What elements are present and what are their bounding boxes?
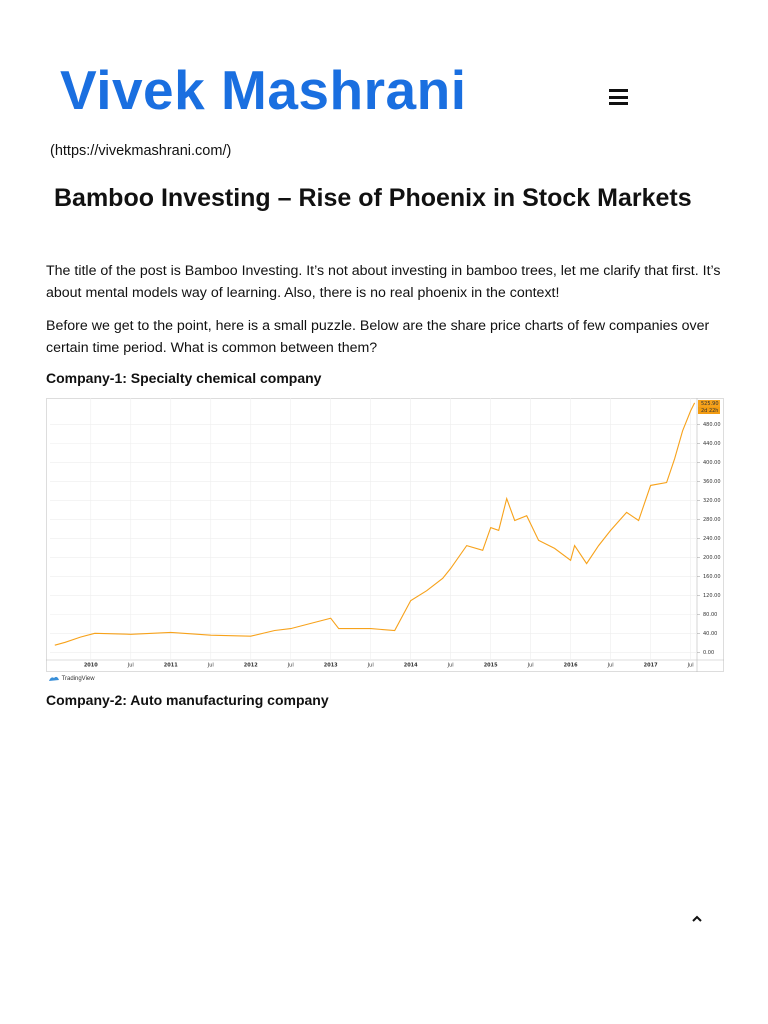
y-tick-label: 80.00	[703, 612, 717, 618]
y-tick-label: 0.00	[703, 650, 714, 656]
y-tick-label: 400.00	[703, 460, 721, 466]
section-label: Company-2:	[46, 692, 127, 708]
x-tick-label: 2014	[404, 663, 418, 669]
source-name: TradingView	[61, 676, 95, 683]
y-tick-label: 200.00	[703, 555, 721, 561]
section-heading: Company-1: Specialty chemical company	[46, 370, 321, 386]
x-tick-label: Jul	[367, 663, 374, 669]
x-tick-label: 2013	[324, 663, 338, 669]
x-tick-label: Jul	[607, 663, 614, 669]
x-tick-label: Jul	[687, 663, 694, 669]
x-tick-label: Jul	[287, 663, 294, 669]
x-tick-label: 2012	[244, 663, 258, 669]
y-tick-label: 40.00	[703, 631, 717, 637]
price-line	[54, 402, 696, 646]
paragraph: The title of the post is Bamboo Investin…	[46, 263, 721, 301]
y-tick-label: 360.00	[703, 479, 721, 485]
y-tick-label: 240.00	[703, 536, 721, 542]
y-tick-label: 280.00	[703, 517, 721, 523]
section-heading: Company-2: Auto manufacturing company	[46, 692, 329, 708]
price-tag	[698, 407, 720, 414]
x-tick-label: 2015	[484, 663, 498, 669]
section-description: Auto manufacturing company	[130, 692, 329, 708]
chart-source: TradingView	[48, 675, 95, 682]
x-tick-label: Jul	[447, 663, 454, 669]
price-tag-label: 2d 22h	[701, 408, 718, 414]
scroll-top-button[interactable]	[690, 914, 704, 924]
x-tick-label: Jul	[207, 663, 214, 669]
y-tick-label: 320.00	[703, 498, 721, 504]
section-label: Company-1:	[46, 370, 127, 386]
x-tick-label: 2017	[644, 663, 658, 669]
price-tag-label: 525.90	[701, 401, 719, 407]
section-description: Specialty chemical company	[130, 370, 322, 386]
x-tick-label: Jul	[127, 663, 134, 669]
y-tick-label: 160.00	[703, 574, 721, 580]
y-tick-label: 440.00	[703, 441, 721, 447]
x-tick-label: 2016	[564, 663, 578, 669]
price-chart: 0.00 40.00 80.00 120.00 160.00 200.00 240.00 28…	[46, 398, 724, 672]
source-icon	[49, 676, 59, 681]
x-tick-label: 2010	[84, 663, 98, 669]
site-url[interactable]: (https://vivekmashrani.com/)	[50, 143, 232, 159]
y-tick-label: 480.00	[703, 422, 721, 428]
paragraph: Before we get to the point, here is a sm…	[46, 318, 710, 356]
article-title: Bamboo Investing – Rise of Phoenix in St…	[54, 184, 692, 212]
x-tick-label: 2011	[164, 663, 178, 669]
menu-button[interactable]	[609, 89, 628, 105]
site-logo[interactable]: Vivek Mashrani	[60, 59, 467, 121]
x-tick-label: Jul	[527, 663, 534, 669]
y-tick-label: 120.00	[703, 593, 721, 599]
price-tag	[698, 400, 720, 407]
chart-frame	[46, 398, 724, 672]
